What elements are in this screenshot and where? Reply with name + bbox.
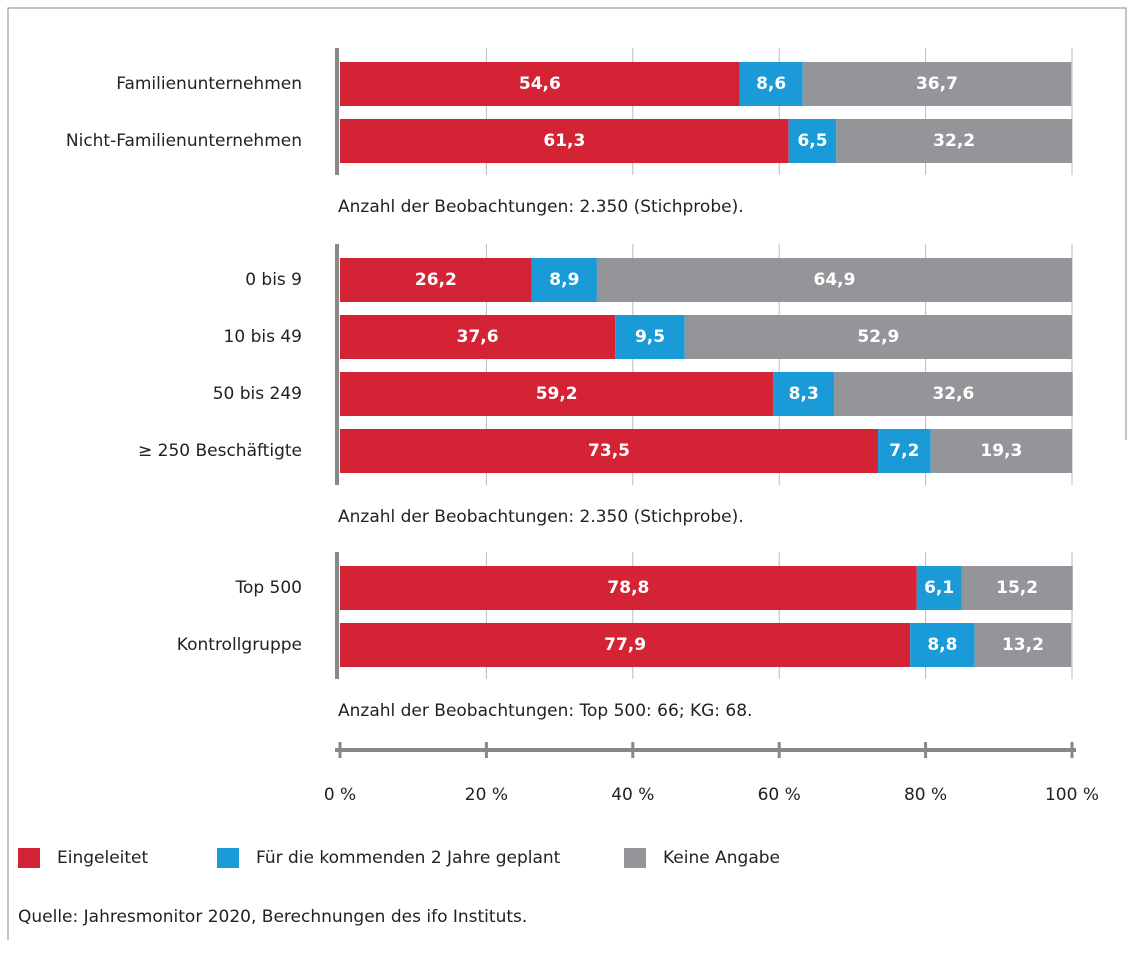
bar-segment xyxy=(930,429,1072,473)
bar-segment xyxy=(340,315,616,359)
value-label: 6,1 xyxy=(924,578,954,598)
group-note: Anzahl der Beobachtungen: 2.350 (Stichpr… xyxy=(338,197,744,217)
bar-segment xyxy=(916,566,962,610)
value-label: 32,2 xyxy=(933,131,975,151)
bar-segment xyxy=(615,315,685,359)
bar-segment xyxy=(340,258,532,302)
bar-segment xyxy=(836,119,1072,163)
legend-label: Keine Angabe xyxy=(663,848,780,868)
x-tick-label: 20 % xyxy=(465,785,508,805)
bar-segment xyxy=(340,566,917,610)
category-label: 10 bis 49 xyxy=(224,327,302,347)
value-label: 8,3 xyxy=(789,384,819,404)
group-note: Anzahl der Beobachtungen: Top 500: 66; K… xyxy=(338,701,752,721)
value-label: 32,6 xyxy=(932,384,974,404)
bar-segment xyxy=(773,372,835,416)
value-label: 8,9 xyxy=(549,270,579,290)
x-tick-label: 100 % xyxy=(1045,785,1099,805)
value-label: 73,5 xyxy=(588,441,630,461)
category-label: Familienunternehmen xyxy=(116,74,302,94)
value-label: 78,8 xyxy=(607,578,649,598)
bar-segment xyxy=(340,429,879,473)
value-label: 37,6 xyxy=(457,327,499,347)
value-label: 13,2 xyxy=(1002,635,1044,655)
value-label: 54,6 xyxy=(519,74,561,94)
bar-segment xyxy=(878,429,931,473)
bar-segment xyxy=(788,119,837,163)
bar-segment xyxy=(834,372,1073,416)
value-label: 61,3 xyxy=(543,131,585,151)
bar-segment xyxy=(340,119,789,163)
bar-segment xyxy=(739,62,803,106)
x-tick-label: 80 % xyxy=(904,785,947,805)
category-label: 0 bis 9 xyxy=(245,270,302,290)
value-label: 36,7 xyxy=(916,74,958,94)
value-label: 8,8 xyxy=(927,635,957,655)
bar-segment xyxy=(684,315,1072,359)
x-tick-label: 60 % xyxy=(758,785,801,805)
bar-segment xyxy=(961,566,1073,610)
bar-segment xyxy=(596,258,1072,302)
value-label: 26,2 xyxy=(415,270,457,290)
source: Quelle: Jahresmonitor 2020, Berechnungen… xyxy=(18,907,527,927)
bar-segment xyxy=(340,62,740,106)
bar-segment xyxy=(340,623,911,667)
category-label: Top 500 xyxy=(234,578,302,598)
frame xyxy=(7,7,1127,940)
bar-segment xyxy=(340,372,774,416)
x-tick-label: 0 % xyxy=(324,785,356,805)
value-label: 15,2 xyxy=(996,578,1038,598)
bar-segment xyxy=(531,258,597,302)
value-label: 19,3 xyxy=(980,441,1022,461)
legend-label: Eingeleitet xyxy=(57,848,149,868)
value-label: 7,2 xyxy=(889,441,919,461)
x-tick-label: 40 % xyxy=(611,785,654,805)
value-label: 59,2 xyxy=(536,384,578,404)
value-label: 77,9 xyxy=(604,635,646,655)
category-label: Kontrollgruppe xyxy=(177,635,302,655)
legend-swatch xyxy=(217,848,239,868)
category-label: ≥ 250 Beschäftigte xyxy=(138,441,302,461)
category-label: 50 bis 249 xyxy=(213,384,302,404)
legend-swatch xyxy=(18,848,40,868)
group-note: Anzahl der Beobachtungen: 2.350 (Stichpr… xyxy=(338,507,744,527)
legend-label: Für die kommenden 2 Jahre geplant xyxy=(256,848,561,868)
legend-swatch xyxy=(624,848,646,868)
value-label: 64,9 xyxy=(813,270,855,290)
bar-segment xyxy=(910,623,975,667)
value-label: 6,5 xyxy=(797,131,827,151)
category-label: Nicht-Familienunternehmen xyxy=(66,131,302,151)
bar-segment xyxy=(974,623,1072,667)
value-label: 9,5 xyxy=(635,327,665,347)
value-label: 52,9 xyxy=(857,327,899,347)
value-label: 8,6 xyxy=(756,74,786,94)
bar-segment xyxy=(802,62,1072,106)
